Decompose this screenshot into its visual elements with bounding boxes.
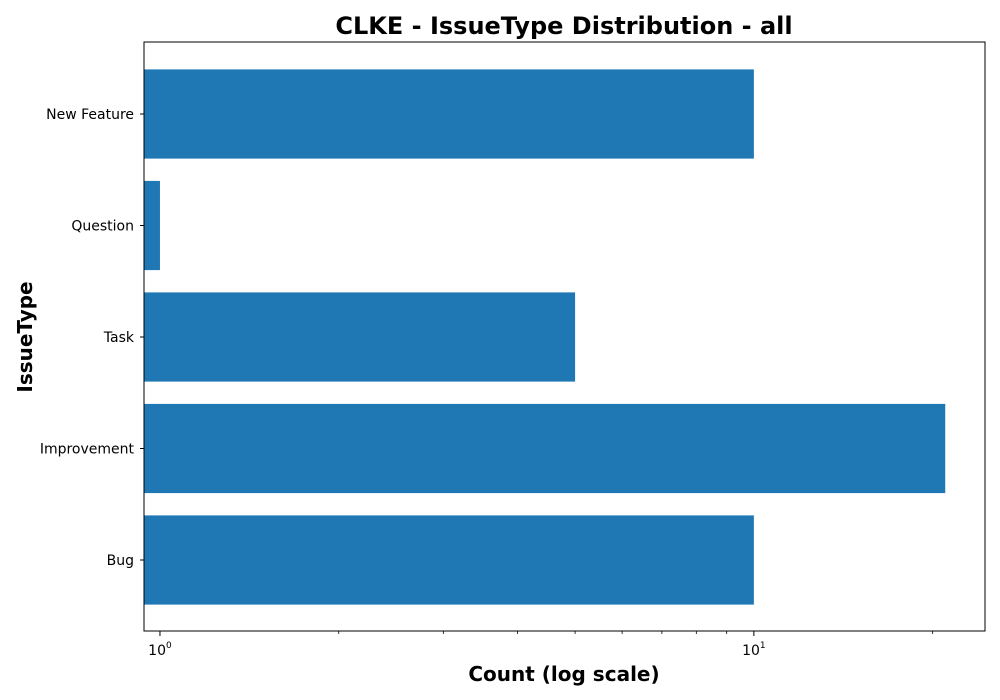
x-axis-ticks: 100 101 — [148, 631, 932, 659]
x-tick-label: 101 — [742, 641, 766, 659]
x-tick-label: 100 — [148, 641, 172, 659]
bars-group — [144, 69, 945, 604]
y-tick-label: Question — [71, 219, 134, 235]
y-tick-label: New Feature — [46, 107, 134, 123]
bar-question — [144, 181, 160, 270]
y-tick-label: Improvement — [40, 442, 135, 458]
chart-title: CLKE - IssueType Distribution - all — [335, 12, 792, 40]
y-tick-label: Bug — [107, 553, 134, 569]
y-axis-ticks: Bug Improvement Task Question New Feature — [40, 107, 144, 569]
bar-bug — [144, 515, 754, 604]
bar-task — [144, 292, 575, 381]
bar-new-feature — [144, 69, 754, 158]
y-tick-label: Task — [103, 330, 135, 346]
y-axis-label: IssueType — [13, 281, 37, 392]
bar-improvement — [144, 404, 945, 493]
x-axis-label: Count (log scale) — [468, 662, 659, 686]
